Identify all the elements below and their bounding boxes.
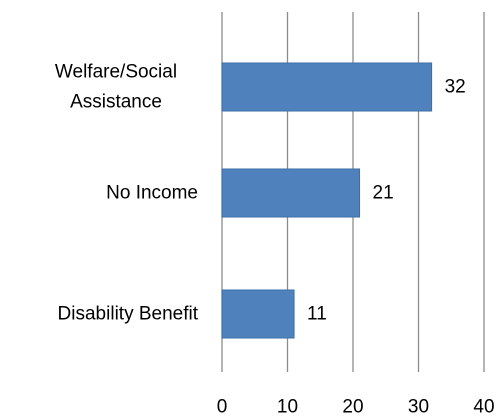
x-tick-label-40: 40 bbox=[473, 397, 494, 418]
value-label-3: 11 bbox=[307, 304, 327, 325]
x-tick-label-30: 30 bbox=[408, 397, 429, 418]
category-label-line: Assistance bbox=[70, 92, 162, 113]
x-tick-label-0: 0 bbox=[217, 397, 228, 418]
value-label-1: 32 bbox=[445, 77, 466, 98]
x-tick-label-20: 20 bbox=[342, 397, 363, 418]
category-label-line: Disability Benefit bbox=[58, 304, 199, 325]
bar-2 bbox=[221, 168, 361, 218]
category-label-line: Welfare/Social bbox=[55, 62, 177, 83]
bar-1 bbox=[221, 62, 433, 112]
category-label-3: Disability Benefit bbox=[58, 304, 199, 325]
category-label-line: No Income bbox=[106, 183, 198, 204]
category-label-2: No Income bbox=[106, 183, 198, 204]
x-axis-tick-labels: 0 10 20 30 40 bbox=[217, 397, 495, 418]
bar-3 bbox=[221, 289, 295, 339]
category-labels: Welfare/Social Assistance No Income Disabil… bbox=[55, 62, 199, 325]
bars bbox=[221, 62, 433, 339]
value-labels: 32 21 11 bbox=[307, 77, 466, 325]
value-label-2: 21 bbox=[373, 183, 394, 204]
x-tick-label-10: 10 bbox=[277, 397, 298, 418]
category-label-1: Welfare/Social Assistance bbox=[55, 62, 177, 113]
